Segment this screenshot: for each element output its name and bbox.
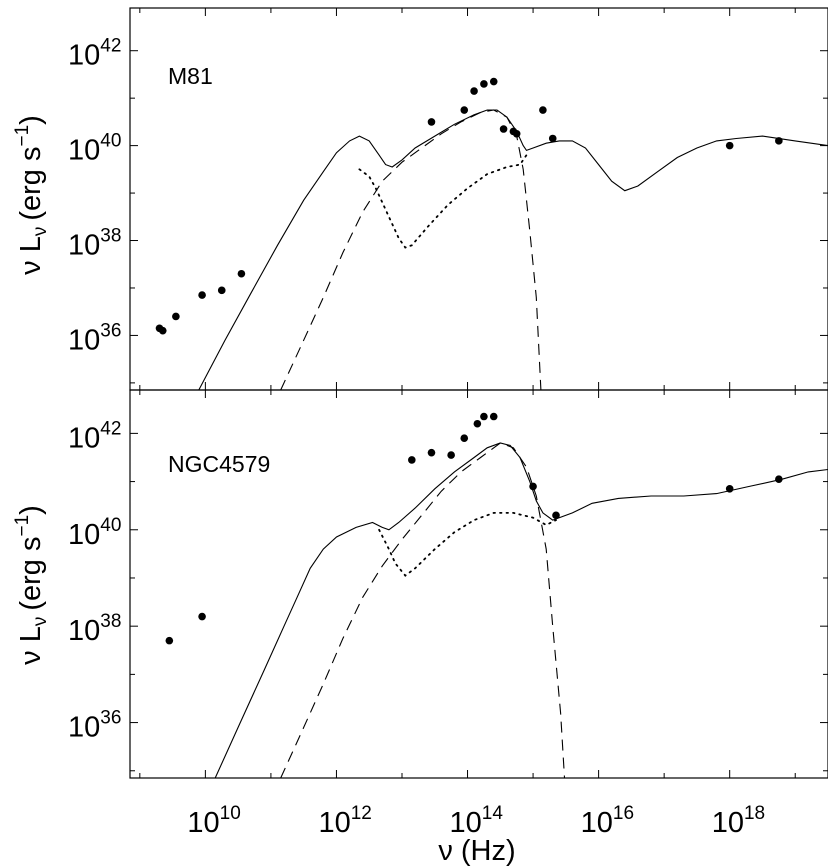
data-point <box>725 141 734 150</box>
x-tick-label: 1012 <box>318 803 371 839</box>
y-tick-labels: 1036 1038 1040 1042 <box>68 418 121 743</box>
series-line-solid <box>198 109 828 390</box>
y-axis-label-top-part-5: ) <box>15 115 47 125</box>
y-tick-labels: 1036 1038 1040 1042 <box>68 36 121 357</box>
data-point <box>775 475 783 483</box>
x-tick-label: 1014 <box>450 803 504 839</box>
series-group <box>165 412 828 778</box>
data-point <box>447 451 455 459</box>
series-line-solid <box>214 442 828 778</box>
data-point <box>172 312 180 321</box>
y-axis-label-bottom-part-1: ν L <box>15 626 47 665</box>
series-group <box>155 77 828 390</box>
series-line-dotted <box>378 512 557 577</box>
data-point <box>427 118 436 126</box>
y-tick-label: 1040 <box>68 515 121 551</box>
y-tick-label: 1036 <box>68 708 121 744</box>
data-point <box>480 412 488 421</box>
data-point <box>548 134 557 143</box>
series-line-dashed <box>280 442 566 778</box>
y-axis-label-top-part-4: −1 <box>12 125 33 147</box>
data-point <box>427 448 436 457</box>
plot-frame <box>129 389 828 779</box>
data-point <box>775 137 783 145</box>
data-point <box>408 456 416 464</box>
data-point <box>165 636 174 645</box>
plot-frame <box>129 7 828 391</box>
y-tick-label: 1040 <box>68 131 121 167</box>
y-axis-label-bottom-part-2: ν <box>30 617 51 627</box>
data-point <box>499 125 508 133</box>
y-axis-label-bottom-part-3: (erg s <box>15 537 47 611</box>
data-point <box>217 286 226 295</box>
x-tick-labels: 1010 1012 1014 1016 1018 <box>187 803 765 839</box>
y-axis-label-bottom-part-4: −1 <box>12 515 33 537</box>
data-point <box>725 485 734 493</box>
data-point <box>460 106 469 114</box>
data-point <box>460 434 469 442</box>
panel-label: M81 <box>168 63 213 89</box>
y-axis-label-bottom: ν Lν (erg s−1) <box>12 505 51 665</box>
x-tick-label: 1016 <box>581 803 634 839</box>
y-axis-label-top-part-2: ν <box>30 227 51 237</box>
data-point <box>480 80 488 88</box>
x-tick-label: 1018 <box>712 803 765 839</box>
panel-label: NGC4579 <box>168 451 270 477</box>
data-point <box>552 511 560 520</box>
x-axis-label: ν (Hz) <box>438 835 515 867</box>
panel-2: 1036 1038 1040 1042 1010 1012 1014 1016 1018 NGC4… <box>68 389 828 839</box>
y-axis-label-top-part-3: (erg s <box>15 147 47 221</box>
panel-1: 1036 1038 1040 1042 M81 <box>68 7 828 391</box>
y-axis-label-top: ν Lν (erg s−1) <box>12 115 51 275</box>
x-tick-label: 1010 <box>187 803 240 839</box>
y-axis-label-bottom-part-5: ) <box>15 505 47 515</box>
data-point <box>489 412 498 421</box>
y-axis-label-top-part-1: ν L <box>15 236 47 275</box>
data-point <box>158 326 167 335</box>
data-point <box>473 419 482 428</box>
data-point <box>198 612 206 621</box>
y-tick-label: 1036 <box>68 320 121 356</box>
axis-ticks <box>130 390 828 778</box>
y-tick-label: 1038 <box>68 226 121 262</box>
y-tick-label: 1042 <box>68 418 121 454</box>
y-tick-label: 1042 <box>68 36 121 72</box>
axis-ticks <box>130 8 828 390</box>
series-line-dotted <box>358 154 528 249</box>
data-point <box>198 291 206 299</box>
data-point <box>470 87 478 95</box>
data-point <box>529 482 537 491</box>
data-point <box>539 106 547 114</box>
data-point <box>237 269 246 278</box>
data-point <box>489 77 498 86</box>
data-point <box>512 129 521 138</box>
y-tick-label: 1038 <box>68 611 121 647</box>
